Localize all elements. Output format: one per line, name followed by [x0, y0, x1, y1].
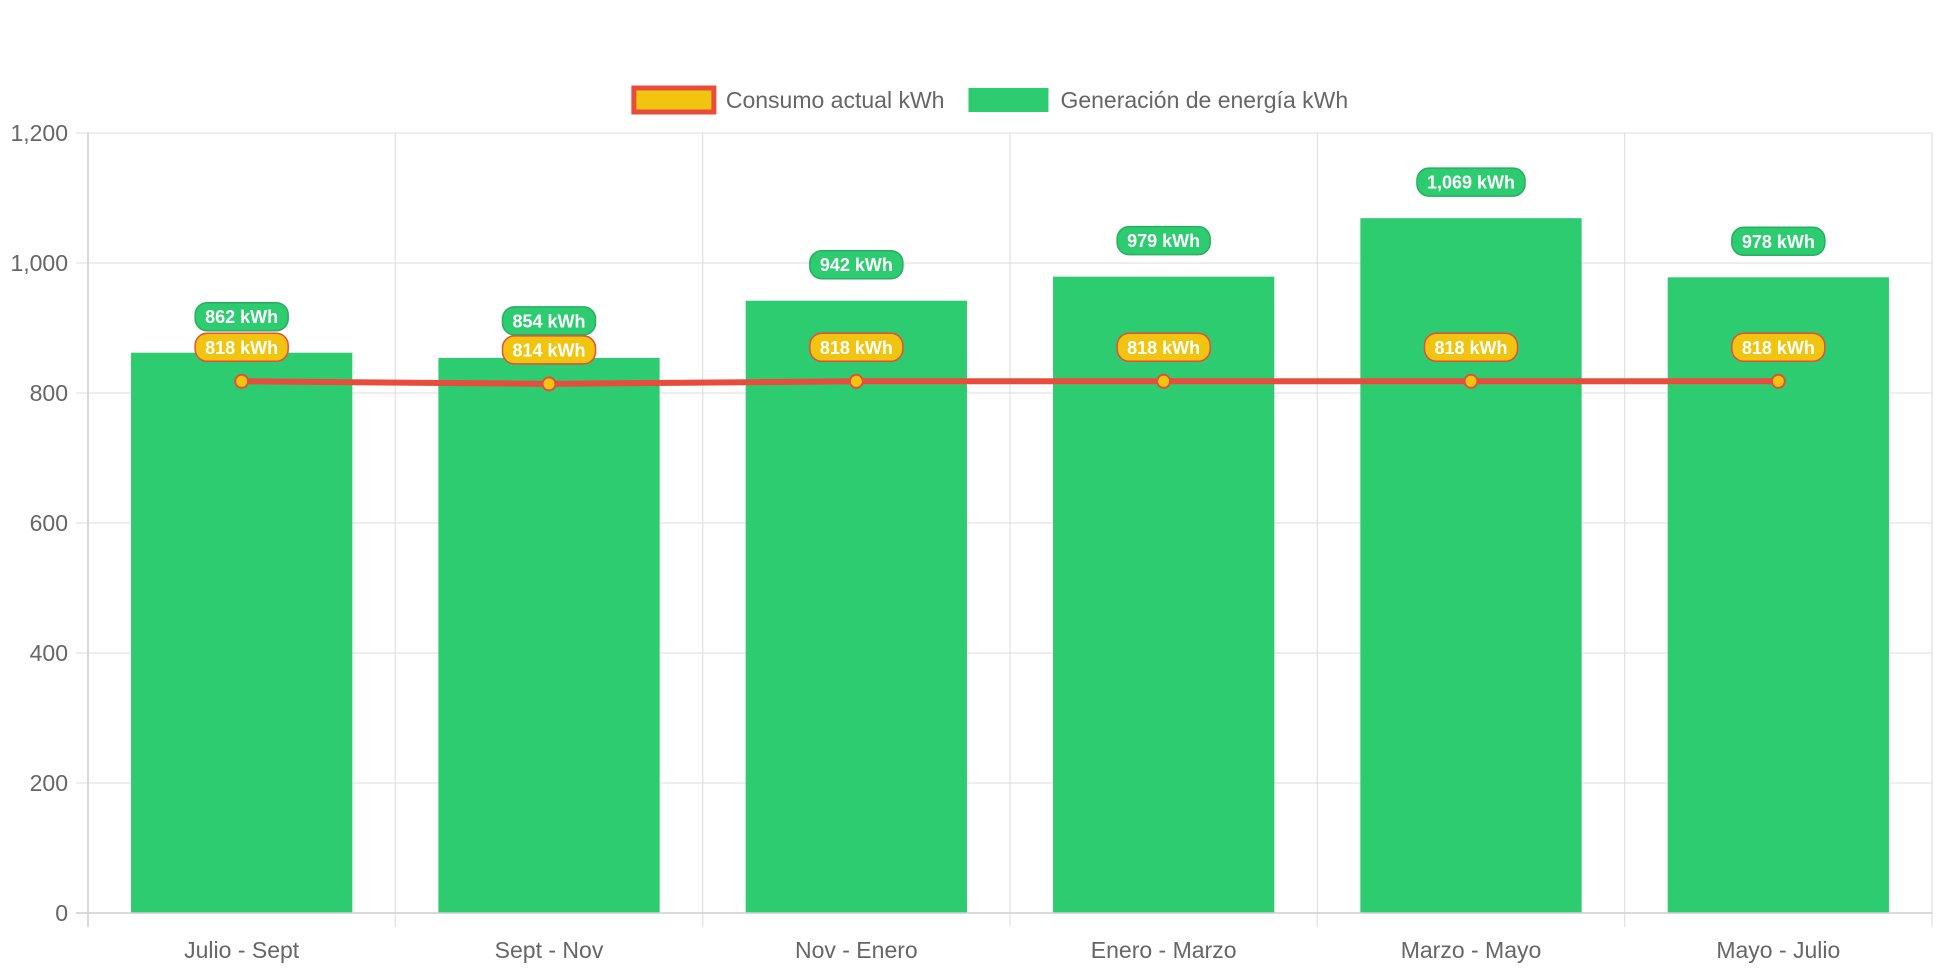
consumption-value-label-bg [1731, 332, 1826, 363]
bar [1360, 218, 1582, 913]
y-tick-label: 600 [30, 510, 68, 536]
y-tick-label: 0 [55, 900, 68, 926]
consumption-point [1463, 373, 1479, 389]
consumption-value-label-bg [501, 335, 597, 365]
bar-value-label: 1,069 kWh [1427, 173, 1515, 193]
axes: 0 200 400 600 800 1,000 1,200 Julio - Sept Sept … [10, 120, 1932, 963]
legend-swatch-consumption [631, 85, 717, 115]
consumption-line [234, 373, 1786, 392]
bar-value-label: 978 kWh [1742, 232, 1815, 252]
y-tick-label: 400 [30, 640, 68, 666]
bar-value-label: 979 kWh [1127, 231, 1200, 251]
bar-value-label: 862 kWh [205, 307, 278, 327]
data-labels: 862 kWh 854 kWh 942 kWh 979 kWh 1,069 kWh 978… [194, 167, 1826, 365]
consumption-value-label: 818 kWh [820, 338, 893, 358]
consumption-point [1156, 373, 1172, 389]
bar [438, 357, 660, 913]
y-tick-label: 1,000 [10, 250, 68, 276]
consumption-point [848, 373, 864, 389]
consumption-value-label-bg [1116, 332, 1211, 363]
bar [1667, 277, 1889, 913]
consumption-value-label-bg [1423, 332, 1519, 363]
consumption-point [541, 376, 557, 392]
x-tick-label: Julio - Sept [184, 937, 300, 963]
bar-value-label-bg [1116, 225, 1211, 256]
consumption-value-label-bg [809, 332, 904, 363]
y-tick-label: 200 [30, 770, 68, 796]
consumption-point [234, 373, 250, 389]
y-tick-label: 1,200 [10, 120, 68, 146]
bar-value-label-bg [501, 306, 597, 336]
y-tick-label: 800 [30, 380, 68, 406]
consumption-value-label: 818 kWh [1127, 338, 1200, 358]
consumption-point [1770, 373, 1786, 389]
legend-label: Consumo actual kWh [726, 87, 945, 113]
bar-value-label-bg [809, 249, 904, 280]
bar [745, 300, 967, 913]
consumption-value-label: 818 kWh [1434, 338, 1507, 358]
legend-label: Generación de energía kWh [1060, 87, 1348, 113]
consumption-value-label-bg [194, 332, 289, 363]
bar-value-label-bg [194, 301, 289, 332]
consumption-value-label: 814 kWh [512, 340, 585, 360]
consumption-value-label: 818 kWh [1742, 338, 1815, 358]
bar-value-label-bg [1416, 167, 1526, 197]
legend-swatch-generation [968, 88, 1049, 112]
grid [76, 132, 1933, 927]
consumption-value-label: 818 kWh [205, 338, 278, 358]
bar-value-label: 854 kWh [512, 311, 585, 331]
consumption-line-path [241, 378, 1779, 387]
bar-value-label: 942 kWh [820, 255, 893, 275]
bar [131, 352, 353, 913]
x-tick-label: Sept - Nov [495, 937, 604, 963]
x-tick-label: Marzo - Mayo [1401, 937, 1542, 963]
bar [1053, 276, 1275, 913]
x-tick-label: Enero - Marzo [1091, 937, 1237, 963]
legend: Consumo actual kWh Generación de energía … [631, 85, 1348, 115]
x-tick-label: Nov - Enero [795, 937, 918, 963]
bar-value-label-bg [1731, 226, 1826, 257]
x-tick-label: Mayo - Julio [1716, 937, 1840, 963]
